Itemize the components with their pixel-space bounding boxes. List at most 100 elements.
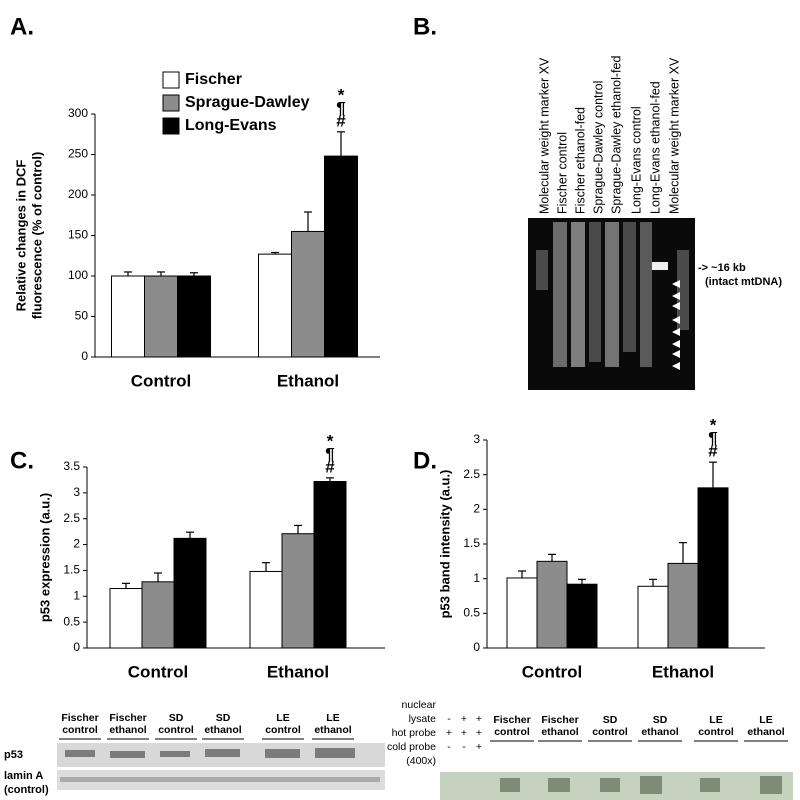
y-tick-label: 2 bbox=[473, 502, 480, 516]
gel-annotation: (intact mtDNA) bbox=[705, 276, 782, 288]
condition-sign: + bbox=[461, 727, 467, 739]
panel-label: B. bbox=[413, 13, 437, 40]
annotation: ¶ bbox=[336, 98, 345, 117]
condition-sign: + bbox=[476, 741, 482, 753]
lane-label: SD bbox=[216, 712, 231, 724]
lane-label: control bbox=[494, 726, 530, 738]
y-tick-label: 3 bbox=[473, 432, 480, 446]
bar bbox=[173, 537, 207, 649]
bar bbox=[109, 588, 143, 649]
y-tick-label: 1 bbox=[473, 571, 480, 585]
panel-label: D. bbox=[413, 447, 437, 474]
y-tick-label: 0.5 bbox=[63, 614, 80, 628]
bar bbox=[536, 560, 568, 649]
bar bbox=[177, 275, 211, 358]
bar bbox=[249, 570, 283, 649]
error-bar bbox=[578, 578, 586, 585]
lane-label: Fischer bbox=[61, 712, 98, 724]
lane-label: Fischer bbox=[493, 714, 530, 726]
western-blot bbox=[57, 743, 385, 790]
legend-label: Sprague-Dawley bbox=[185, 94, 310, 111]
lane-label: Molecular weight marker XV bbox=[667, 57, 681, 214]
lane-label: Fischer bbox=[541, 714, 578, 726]
annotation: ¶ bbox=[708, 429, 717, 448]
y-tick-label: 2.5 bbox=[63, 511, 80, 525]
bar bbox=[141, 581, 175, 649]
gel-annotation: -> ~16 kb bbox=[698, 262, 746, 274]
condition-label: lysate bbox=[409, 713, 437, 725]
bar bbox=[313, 480, 347, 649]
condition-sign: + bbox=[476, 727, 482, 739]
condition-sign: - bbox=[447, 713, 451, 725]
y-tick-label: 2.5 bbox=[463, 467, 480, 481]
error-bar bbox=[337, 131, 345, 157]
annotation: # bbox=[336, 111, 346, 130]
y-axis-label: Relative changes in DCF bbox=[13, 160, 28, 312]
lane-label: ethanol bbox=[641, 726, 678, 738]
error-bar bbox=[154, 572, 162, 582]
lane-label: ethanol bbox=[109, 724, 146, 736]
error-bar bbox=[190, 272, 198, 276]
annotation: * bbox=[338, 85, 345, 104]
y-tick-label: 1 bbox=[73, 588, 80, 602]
condition-label: nuclear bbox=[402, 699, 437, 711]
y-tick-label: 150 bbox=[68, 228, 88, 242]
lane-label: SD bbox=[653, 714, 668, 726]
lane-label: LE bbox=[276, 712, 289, 724]
legend-swatch bbox=[162, 117, 180, 135]
y-tick-label: 2 bbox=[73, 537, 80, 551]
annotation: * bbox=[710, 416, 717, 435]
lane-label: Long-Evans control bbox=[629, 106, 643, 214]
bar bbox=[667, 562, 699, 649]
condition-sign: - bbox=[447, 741, 451, 753]
y-tick-label: 0.5 bbox=[463, 606, 480, 620]
bar bbox=[144, 275, 178, 358]
lane-label: SD bbox=[169, 712, 184, 724]
y-tick-label: 0 bbox=[81, 349, 88, 363]
error-bar bbox=[304, 211, 312, 232]
row-label: (control) bbox=[4, 784, 49, 796]
lane-label: SD bbox=[603, 714, 618, 726]
x-tick-label: Ethanol bbox=[277, 371, 339, 390]
error-bar bbox=[186, 531, 194, 539]
condition-label: hot probe bbox=[392, 727, 437, 739]
y-tick-label: 300 bbox=[68, 106, 88, 120]
lane-label: control bbox=[265, 724, 301, 736]
lane-label: ethanol bbox=[204, 724, 241, 736]
y-axis-label: fluorescence (% of control) bbox=[29, 152, 44, 320]
y-tick-label: 250 bbox=[68, 147, 88, 161]
condition-sign: + bbox=[476, 713, 482, 725]
error-bar bbox=[294, 524, 302, 534]
bar bbox=[291, 230, 325, 358]
error-bar bbox=[262, 562, 270, 572]
x-tick-label: Ethanol bbox=[267, 662, 329, 681]
lane-label: Sprague-Dawley ethanol-fed bbox=[609, 56, 623, 214]
bar bbox=[566, 583, 598, 649]
error-bar bbox=[122, 582, 130, 589]
legend-swatch bbox=[162, 71, 180, 89]
legend-label: Long-Evans bbox=[185, 117, 277, 134]
x-tick-label: Control bbox=[522, 662, 582, 681]
lane-label: LE bbox=[759, 714, 772, 726]
lane-label: LE bbox=[326, 712, 339, 724]
y-tick-label: 3.5 bbox=[63, 459, 80, 473]
lane-label: Long-Evans ethanol-fed bbox=[648, 81, 662, 214]
condition-label: (400x) bbox=[406, 755, 436, 767]
bar bbox=[111, 275, 145, 358]
lane-label: Fischer ethanol-fed bbox=[573, 107, 587, 214]
x-tick-label: Control bbox=[128, 662, 188, 681]
condition-sign: - bbox=[462, 741, 466, 753]
lane-label: control bbox=[698, 726, 734, 738]
y-tick-label: 0 bbox=[473, 640, 480, 654]
legend-label: Fischer bbox=[185, 71, 242, 88]
bar bbox=[697, 487, 729, 649]
bar bbox=[637, 585, 669, 649]
error-bar bbox=[518, 570, 526, 578]
annotation: ¶ bbox=[325, 444, 334, 463]
legend-swatch bbox=[162, 94, 180, 112]
y-tick-label: 50 bbox=[75, 309, 89, 323]
condition-sign: + bbox=[446, 727, 452, 739]
lane-label: Fischer bbox=[109, 712, 146, 724]
lane-label: control bbox=[592, 726, 628, 738]
emsa-blot bbox=[440, 772, 793, 800]
